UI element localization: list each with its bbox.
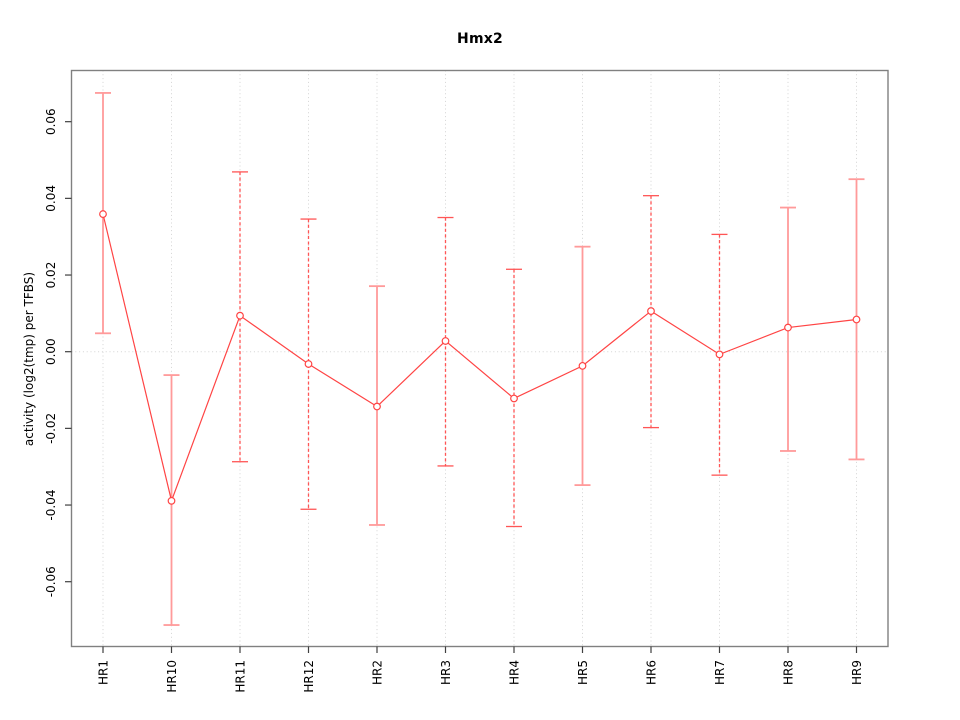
data-point xyxy=(304,360,313,368)
x-tick-label: HR9 xyxy=(850,660,864,685)
x-tick-label: HR1 xyxy=(97,660,111,685)
series-line xyxy=(102,213,857,503)
y-tick-label: -0.02 xyxy=(44,413,58,444)
y-tick-label: -0.04 xyxy=(44,490,58,521)
data-point xyxy=(441,337,450,345)
y-tick-label: 0.00 xyxy=(44,338,58,365)
x-tick-label: HR5 xyxy=(576,660,590,685)
y-axis-title: activity (log2(tmp) per TFBS) xyxy=(22,271,36,447)
x-tick-label: HR7 xyxy=(713,660,727,685)
data-point xyxy=(852,315,861,324)
plot-border xyxy=(70,69,889,648)
y-tick-label: -0.06 xyxy=(44,566,58,597)
x-tick-label: HR10 xyxy=(165,660,179,693)
data-point xyxy=(578,361,587,370)
data-point xyxy=(715,350,724,359)
y-tick-label: 0.06 xyxy=(44,108,58,135)
x-tick-label: HR3 xyxy=(439,660,453,685)
x-tick-label: HR8 xyxy=(782,660,796,685)
x-tick-label: HR2 xyxy=(371,660,385,685)
data-point xyxy=(510,394,518,403)
data-point xyxy=(167,496,176,505)
data-point xyxy=(784,323,792,332)
data-point xyxy=(99,210,107,218)
chart-title: Hmx2 xyxy=(457,31,503,47)
data-point xyxy=(236,311,244,320)
x-tick-label: HR11 xyxy=(234,660,248,693)
data-point xyxy=(373,402,381,411)
y-tick-label: 0.02 xyxy=(44,262,58,289)
x-tick-label: HR12 xyxy=(302,660,316,693)
data-point xyxy=(647,307,655,315)
x-tick-label: HR6 xyxy=(645,660,659,685)
x-tick-label: HR4 xyxy=(508,660,522,685)
y-tick-label: 0.04 xyxy=(44,185,58,212)
